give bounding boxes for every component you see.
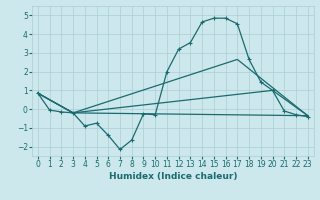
X-axis label: Humidex (Indice chaleur): Humidex (Indice chaleur) (108, 172, 237, 181)
